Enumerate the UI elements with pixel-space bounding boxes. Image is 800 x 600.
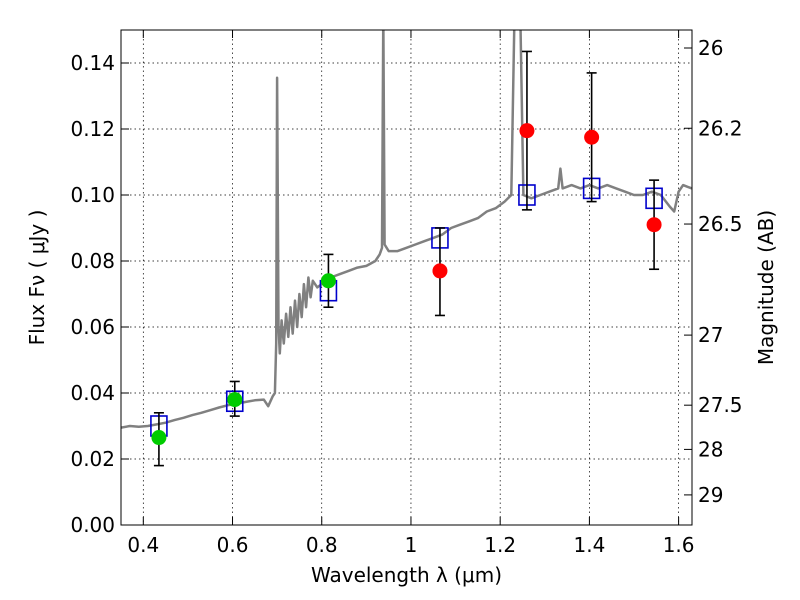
y-tick-label: 0.08 xyxy=(70,249,115,273)
green-data-point xyxy=(151,430,167,446)
tick-layer: 0.4 0.6 0.8 1 1.2 1.4 1.6 0.00 0.02 0.04 0.06 0.08 0… xyxy=(70,30,743,557)
green-data-point xyxy=(227,392,243,408)
x-tick-label: 1.6 xyxy=(663,533,695,557)
y-axis-label: Flux Fν ( μJy ) xyxy=(25,210,49,346)
model-box-layer xyxy=(150,177,663,437)
red-data-point xyxy=(432,263,448,279)
x-tick-label: 1 xyxy=(405,533,418,557)
x-axis-label: Wavelength λ (μm) xyxy=(311,563,502,587)
spectrum-line xyxy=(121,30,692,429)
x-tick-label: 0.8 xyxy=(306,533,338,557)
y-tick-label: 0.02 xyxy=(70,447,115,471)
y-tick-label: 0.06 xyxy=(70,315,115,339)
red-data-point xyxy=(646,217,662,233)
y2-tick-label: 26 xyxy=(698,36,723,60)
y2-tick-label: 28 xyxy=(698,437,723,461)
x-tick-label: 0.4 xyxy=(127,533,159,557)
y-tick-label: 0.14 xyxy=(70,51,115,75)
y2-tick-label: 29 xyxy=(698,483,723,507)
y-tick-label: 0.10 xyxy=(70,183,115,207)
green-data-point xyxy=(320,273,336,289)
y-tick-label: 0.12 xyxy=(70,117,115,141)
x-tick-label: 0.6 xyxy=(217,533,249,557)
grid-lines xyxy=(121,30,692,526)
y2-tick-label: 27 xyxy=(698,323,723,347)
y2-tick-label: 26.5 xyxy=(698,212,743,236)
red-data-point xyxy=(584,129,600,145)
y2-tick-label: 27.5 xyxy=(698,393,743,417)
y2-axis-label: Magnitude (AB) xyxy=(754,210,778,365)
red-data-point xyxy=(519,123,535,139)
x-tick-label: 1.2 xyxy=(484,533,516,557)
spectrum-layer xyxy=(121,30,692,429)
y-tick-label: 0.00 xyxy=(70,513,115,537)
plot-frame xyxy=(120,29,693,526)
x-tick-label: 1.4 xyxy=(573,533,605,557)
y2-tick-label: 26.2 xyxy=(698,116,743,140)
y-tick-label: 0.04 xyxy=(70,381,115,405)
point-layer xyxy=(151,123,662,446)
